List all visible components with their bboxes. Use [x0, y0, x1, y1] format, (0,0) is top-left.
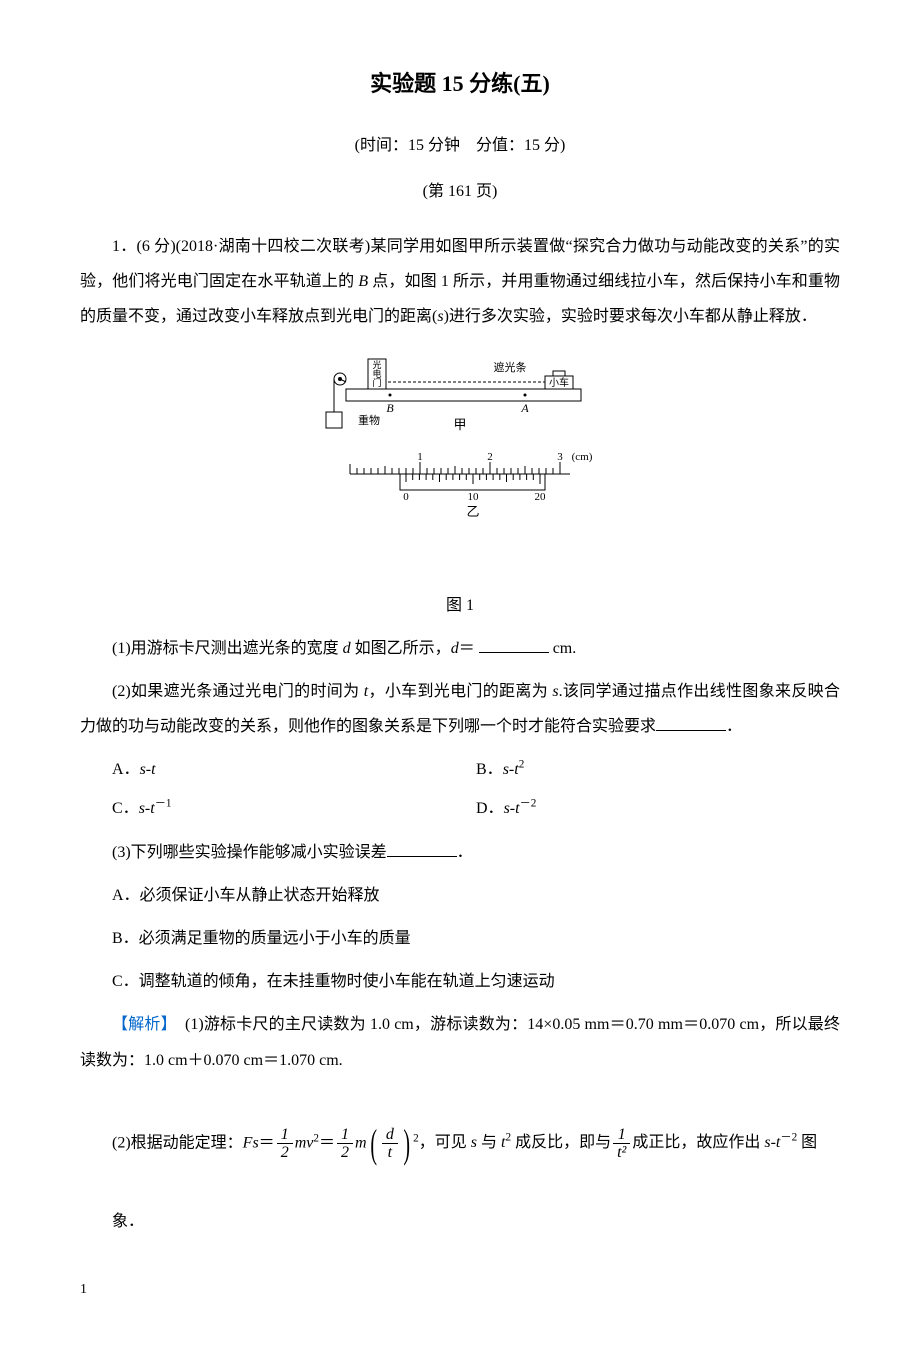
page-title: 实验题 15 分练(五) [80, 60, 840, 108]
eq-rparen: ) [403, 1088, 410, 1200]
analysis-2: (2)根据动能定理：Fs＝12mv2＝12m(dt)2，可见 s 与 t2 成反… [112, 1088, 840, 1245]
label-shade: 遮光条 [494, 360, 527, 374]
figure-1: 光 电 门 小车 遮光条 重物 B A 甲 [80, 354, 840, 567]
opt3-A: A．必须保证小车从静止状态开始释放 [112, 878, 840, 913]
label-weight: 重物 [358, 413, 380, 427]
label-photogate-3: 门 [372, 377, 381, 388]
vernier-tick-20: 20 [535, 491, 547, 503]
eq-half1: 12 [277, 1126, 293, 1162]
page-reference: (第 161 页) [80, 174, 840, 209]
analysis-2-mid: ，可见 s 与 t2 成反比，即与 [419, 1134, 611, 1151]
opt-C: C．s-t－1 [112, 791, 476, 826]
eq-eq2: ＝ [319, 1134, 335, 1151]
analysis-label: 【解析】 [112, 1016, 169, 1033]
opt3-C: C．调整轨道的倾角，在未挂重物时使小车能在轨道上匀速运动 [112, 964, 840, 999]
eq-paren-sq: 2 [413, 1132, 419, 1144]
q1-stem-text: 1．(6 分)(2018·湖南十四校二次联考)某同学用如图甲所示装置做“探究合力… [80, 238, 840, 325]
q1-p2-suffix: ． [726, 718, 742, 735]
eq-eq1: ＝ [259, 1134, 275, 1151]
main-tick-3: 3 [557, 451, 563, 463]
q1-p3-text: (3)下列哪些实验操作能够减小实验误差 [112, 844, 387, 861]
eq-m: m [355, 1134, 367, 1151]
eq-lparen: ( [370, 1088, 377, 1200]
q1-part3: (3)下列哪些实验操作能够减小实验误差 ． [80, 835, 840, 870]
q1-p3-suffix: ． [457, 844, 473, 861]
main-unit: (cm) [572, 451, 593, 463]
eq-dt: dt [382, 1126, 398, 1162]
q1-part1: (1)用游标卡尺测出遮光条的宽度 d 如图乙所示，d＝ cm. [80, 631, 840, 666]
label-jia: 甲 [453, 417, 466, 432]
eq-half2: 12 [337, 1126, 353, 1162]
opt-A: A．s-t [112, 752, 476, 787]
vernier-tick-0: 0 [403, 491, 409, 503]
time-score: (时间：15 分钟 分值：15 分) [80, 128, 840, 163]
analysis-1-text: (1)游标卡尺的主尺读数为 1.0 cm，游标读数为：14×0.05 mm＝0.… [80, 1016, 840, 1068]
analysis-2-pre: (2)根据动能定理： [112, 1134, 243, 1151]
figure-1-caption: 图 1 [80, 588, 840, 623]
eq-mv: mv [295, 1134, 314, 1151]
label-B: B [386, 401, 394, 415]
label-A: A [520, 401, 529, 415]
q1-p2-options-row1: A．s-t B．s-t2 [112, 752, 840, 787]
q1-p1-post: cm. [553, 640, 577, 657]
main-tick-2: 2 [487, 451, 493, 463]
q1-p2-options-row2: C．s-t－1 D．s-t－2 [112, 791, 840, 826]
q1-part2: (2)如果遮光条通过光电门的时间为 t，小车到光电门的距离为 s.该同学通过描点… [80, 674, 840, 744]
blank-1 [479, 636, 549, 653]
question-1-stem: 1．(6 分)(2018·湖南十四校二次联考)某同学用如图甲所示装置做“探究合力… [80, 229, 840, 335]
opt-D: D．s-t－2 [476, 791, 840, 826]
q1-p1-pre: (1)用游标卡尺测出遮光条的宽度 d 如图乙所示，d＝ [112, 640, 475, 657]
opt-B: B．s-t2 [476, 752, 840, 787]
main-tick-1: 1 [417, 451, 423, 463]
blank-2 [656, 714, 726, 731]
blank-3 [387, 840, 457, 857]
label-cart: 小车 [549, 376, 569, 389]
vernier-tick-10: 10 [468, 491, 480, 503]
opt3-B: B．必须满足重物的质量远小于小车的质量 [112, 921, 840, 956]
page-footer: 1 [80, 1275, 840, 1306]
eq-1t2: 1t² [613, 1126, 630, 1162]
eq-Fs: Fs [243, 1134, 259, 1151]
analysis-1: 【解析】 (1)游标卡尺的主尺读数为 1.0 cm，游标读数为：14×0.05 … [80, 1007, 840, 1077]
label-yi: 乙 [466, 504, 479, 519]
